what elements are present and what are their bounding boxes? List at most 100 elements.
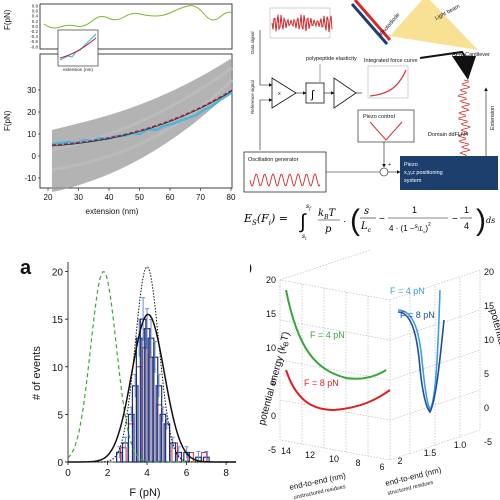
panel-b-energy-landscape: b potential energy (kBT) potential energ… — [250, 250, 500, 500]
panel-b-bottom-left-tick-label: 12 — [305, 450, 315, 460]
data-signal-label: Data signal — [250, 31, 255, 54]
panel-b-ticks: 20 15 10 5 0 -5 20 15 10 5 0 -5 14 12 10 8 6 2 1.5 1.0 — [266, 267, 494, 472]
inset-plot: extension (nm) — [57, 29, 99, 72]
panel-b-bottom-right-tick-label: 2 — [397, 456, 402, 466]
residual-tick-label: 0.8 — [32, 4, 39, 9]
main-panel: F(pN) 30 20 10 0 -10 20 30 40 50 60 70 80 extensio… — [3, 29, 236, 216]
signal-box — [269, 7, 331, 39]
residual-tick-label: 0.6 — [32, 9, 39, 14]
photodiode-blue — [350, 3, 389, 45]
eq-t3-den: 4 — [464, 221, 469, 231]
piezo-box-line2: x,y,z positioning — [404, 170, 443, 176]
panel-a-y-tick-label: 15 — [52, 315, 64, 326]
main-x-ticks: 20 30 40 50 60 70 80 — [44, 188, 236, 202]
eq-E-sub: S — [252, 219, 257, 227]
residual-tick-label: 0.0 — [32, 24, 39, 29]
eq-arg: (F — [257, 212, 269, 225]
main-x-tick-label: 30 — [74, 193, 83, 202]
photodiode-red — [353, 0, 392, 41]
panel-b-right-tick-label: 5 — [484, 369, 489, 379]
data-signal-wave — [271, 14, 333, 32]
amplifier-block — [333, 77, 357, 109]
eq-t3-num: 1 — [464, 205, 469, 215]
eq-minus2: − — [452, 214, 458, 225]
panel-b-left-tick-label: 5 — [271, 377, 276, 387]
eq-p: p — [325, 224, 332, 235]
residual-frame — [39, 3, 233, 50]
green-curve-label: F = 4 pN — [310, 330, 345, 340]
main-y-ticks: 30 20 10 0 -10 — [24, 86, 40, 183]
plus-symbol: + — [388, 162, 391, 168]
panel-b-bottom-right-tick-label: 1.0 — [454, 440, 467, 450]
panel-b-letter: b — [250, 257, 252, 279]
panel-b-left-tick-label: -5 — [268, 445, 276, 455]
panel-b-left-tick-label: 20 — [266, 275, 276, 285]
piezo-control-box — [357, 109, 415, 143]
eq-paren-left: ( — [350, 204, 360, 237]
panel-b-bottom-left-tick-label: 6 — [379, 462, 384, 472]
piezo-control-label: Piezo control — [363, 114, 395, 120]
afm-cantilever-label: AFM Cantilever — [452, 52, 490, 58]
noise-texture — [51, 66, 234, 172]
data-signal-line — [259, 30, 273, 87]
red-histogram-bar — [120, 447, 127, 463]
eq-int-upper: sf — [306, 203, 312, 212]
multiplier-block — [271, 77, 297, 109]
wlc-fit-curve — [51, 89, 233, 146]
main-x-tick-label: 20 — [44, 193, 53, 202]
panel-a-x-tick-label: 4 — [144, 468, 150, 479]
main-y-tick-label: 30 — [27, 86, 36, 95]
main-x-tick-label: 70 — [196, 193, 205, 202]
eq-minus1: − — [379, 214, 385, 225]
eq-t1-den: Lc — [360, 221, 372, 234]
force-curve-box — [367, 65, 409, 99]
dark-blue-energy-curve — [397, 311, 445, 414]
panel-b-right-tick-label: -5 — [484, 437, 492, 447]
eq-lhs: ES(Fi) = — [243, 212, 288, 227]
eq-t2-den: 4 · (1 −s/Lc)2 — [389, 222, 431, 234]
eq-t1-num: s — [364, 206, 369, 217]
panel-a-letter: a — [20, 257, 32, 279]
dark-blue-curve-label: F = 8 pN — [400, 310, 435, 320]
piezo-box-line1: Piezo — [404, 162, 418, 168]
panel-a-y-tick-label: 0 — [57, 458, 63, 469]
panel-a-x-tick-label: 8 — [223, 468, 229, 479]
panel-a-x-tick-label: 6 — [184, 468, 190, 479]
residual-ticks: 0.80.60.40.20.0-0.2-0.4-0.6-0.8 — [30, 4, 38, 50]
panel-b-bottom-left-tick-label: 14 — [281, 446, 291, 456]
residual-tick-label: -0.4 — [30, 34, 38, 39]
eq-cdot: · — [343, 216, 346, 227]
mean-data-curve — [51, 91, 233, 146]
panel-a-xlabel: F (pN) — [129, 487, 160, 499]
inset-xlabel: extension (nm) — [63, 67, 93, 72]
summing-junction — [379, 167, 389, 177]
light-blue-curve-label: F = 4 pN — [390, 286, 425, 296]
red-curve-label: F = 8 pN — [304, 378, 339, 388]
panel-b-right-tick-label: 0 — [484, 403, 489, 413]
main-x-tick-label: 50 — [135, 193, 144, 202]
domain-label: Domain ddFLN4 — [428, 132, 468, 138]
panel-b-left-tick-label: 0 — [271, 411, 276, 421]
residual-line — [43, 5, 233, 29]
multiplier-symbol: x — [278, 91, 281, 97]
residual-tick-label: -0.2 — [30, 29, 38, 34]
wlc-fit-outline — [51, 90, 233, 147]
green-energy-curve — [285, 289, 387, 380]
eq-integral: ∫ — [299, 211, 307, 233]
panel-b-right-tick-label: 10 — [484, 335, 494, 345]
panel-a-histogram: a # of events F (pN) 0 5 10 15 20 0 2 4 6 8 — [20, 257, 236, 499]
lockin-schematic: Photodiode Light beam AFM Cantilever Dat… — [243, 0, 498, 193]
residual-tick-label: 0.2 — [32, 19, 39, 24]
panel-b-bottom-left-tick-label: 10 — [329, 454, 339, 464]
main-xlabel: extension (nm) — [86, 207, 139, 216]
eq-paren-right: ) — [476, 204, 486, 237]
main-x-tick-label: 80 — [227, 193, 236, 202]
eq-close: ) = — [270, 212, 288, 225]
red-histogram-bar — [135, 366, 143, 463]
solid-gaussian-fit — [68, 313, 236, 463]
residual-panel: 0.80.60.40.20.0-0.2-0.4-0.6-0.8 F(pN) — [3, 3, 233, 50]
residual-ylabel: F(pN) — [3, 9, 12, 30]
integrated-force-curve — [369, 69, 407, 97]
integrator-symbol: ∫ — [310, 89, 315, 101]
eq-ds: ds — [486, 216, 495, 225]
